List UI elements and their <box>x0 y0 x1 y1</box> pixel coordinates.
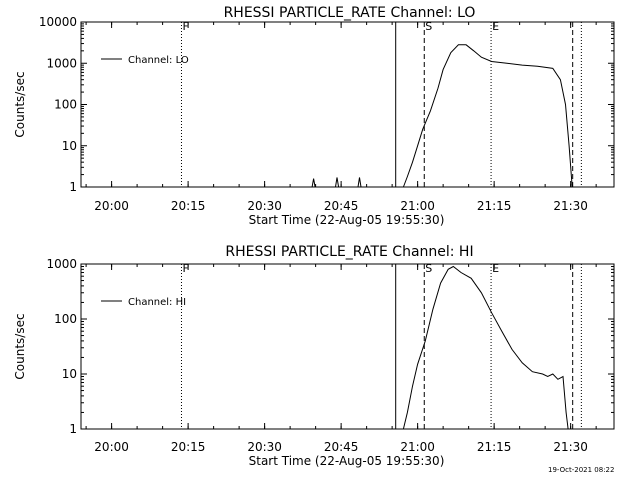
y-axis-label-1: Counts/sec <box>13 313 27 379</box>
y-tick-label-0-0: 1 <box>69 180 77 194</box>
event-marker-label-1-0: F <box>182 262 188 275</box>
legend-label-1: Channel: HI <box>128 297 186 308</box>
y-tick-label-1-2: 100 <box>54 312 77 326</box>
x-tick-label-1-3: 20:45 <box>324 440 359 454</box>
series-line-0-0-3 <box>402 44 573 188</box>
event-marker-label-0-3: E <box>492 20 499 33</box>
chart-title-1: RHESSI PARTICLE_RATE Channel: HI <box>225 244 473 260</box>
y-tick-label-0-4: 10000 <box>39 15 77 29</box>
x-tick-label-1-1: 20:15 <box>171 440 206 454</box>
x-tick-label-0-2: 20:30 <box>247 199 282 213</box>
y-tick-label-0-1: 10 <box>62 139 77 153</box>
x-tick-label-1-5: 21:15 <box>477 440 512 454</box>
y-tick-label-1-3: 1000 <box>46 257 77 271</box>
y-axis-label-0: Counts/sec <box>13 71 27 137</box>
x-tick-label-1-2: 20:30 <box>247 440 282 454</box>
x-tick-label-1-4: 21:00 <box>400 440 435 454</box>
chart-title-0: RHESSI PARTICLE_RATE Channel: LO <box>224 5 476 21</box>
plot-frame-1 <box>80 263 615 430</box>
series-line-1-0-0 <box>402 265 569 430</box>
x-tick-label-1-0: 20:00 <box>94 440 129 454</box>
plot-frame-0 <box>80 21 615 188</box>
x-tick-label-0-5: 21:15 <box>477 199 512 213</box>
y-tick-label-1-1: 10 <box>62 367 77 381</box>
footer-timestamp: 19-Oct-2021 08:22 <box>548 466 615 474</box>
y-tick-label-0-2: 100 <box>54 98 77 112</box>
x-tick-label-0-6: 21:30 <box>553 199 588 213</box>
series-line-0-0-1 <box>335 177 340 188</box>
event-marker-label-1-3: E <box>492 262 499 275</box>
x-axis-label-0: Start Time (22-Aug-05 19:55:30) <box>249 213 445 227</box>
event-marker-label-0-2: S <box>425 20 432 33</box>
y-tick-label-0-3: 1000 <box>46 56 77 70</box>
x-axis-label-1: Start Time (22-Aug-05 19:55:30) <box>249 454 445 468</box>
series-line-0-0-2 <box>357 177 362 188</box>
legend-label-0: Channel: LO <box>128 55 189 66</box>
x-tick-label-0-4: 21:00 <box>400 199 435 213</box>
x-tick-label-0-0: 20:00 <box>94 199 129 213</box>
x-tick-label-0-3: 20:45 <box>324 199 359 213</box>
event-marker-label-1-2: S <box>425 262 432 275</box>
x-tick-label-1-6: 21:30 <box>553 440 588 454</box>
y-tick-label-1-0: 1 <box>69 422 77 436</box>
x-tick-label-0-1: 20:15 <box>171 199 206 213</box>
series-line-0-0-0 <box>311 178 316 188</box>
event-marker-label-0-0: F <box>182 20 188 33</box>
